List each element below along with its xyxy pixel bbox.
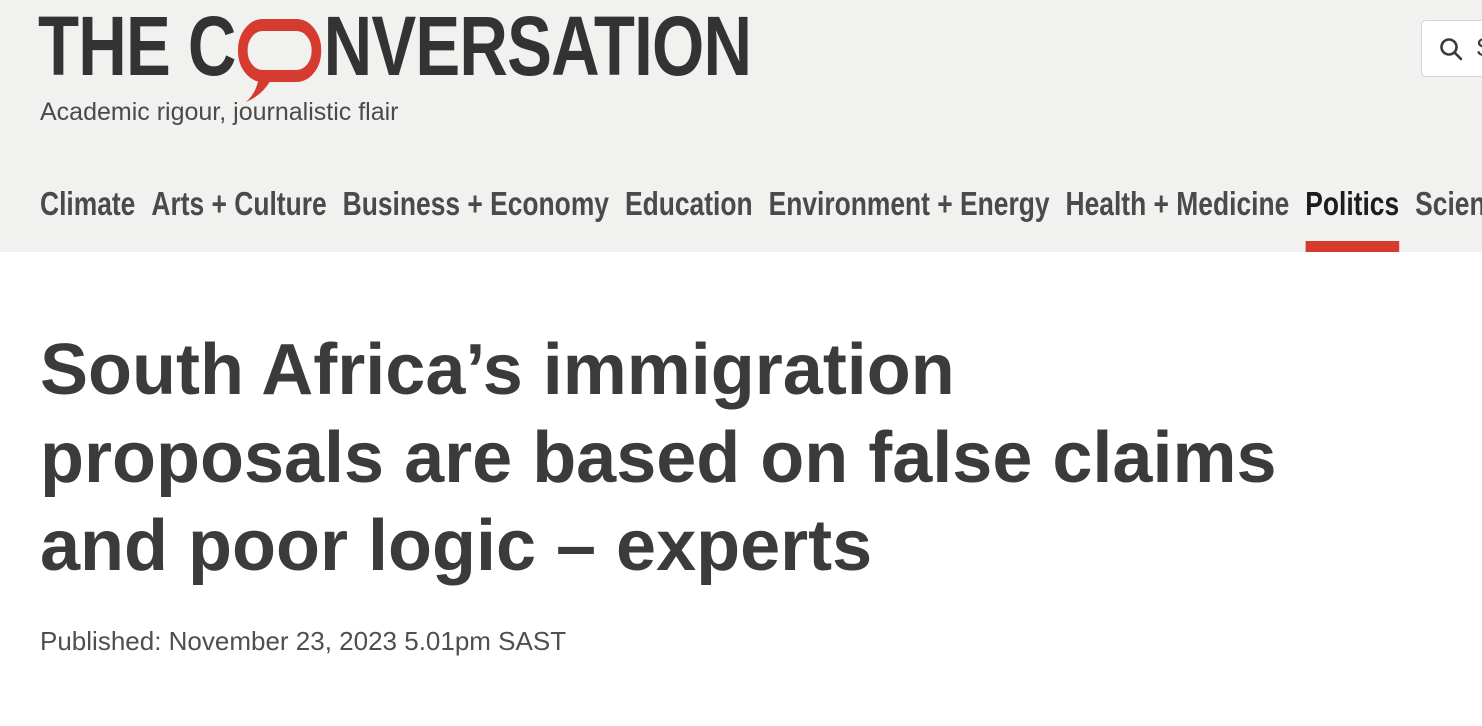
search-box[interactable]: Search bbox=[1421, 20, 1482, 77]
site-logo[interactable]: THE C NVERSATION bbox=[38, 0, 752, 102]
logo-text-prefix: THE C bbox=[38, 0, 236, 93]
tagline: Academic rigour, journalistic flair bbox=[40, 98, 399, 126]
search-icon bbox=[1440, 37, 1463, 60]
section-nav: Climate Arts + Culture Business + Econom… bbox=[40, 184, 1482, 252]
headline-line: South Africa’s immigration bbox=[40, 330, 955, 410]
nav-item-business-economy[interactable]: Business + Economy bbox=[342, 185, 609, 222]
search-label: Search bbox=[1476, 34, 1482, 63]
speech-bubble-icon bbox=[238, 19, 322, 102]
nav-item-arts-culture[interactable]: Arts + Culture bbox=[151, 185, 327, 222]
published-date: Published: November 23, 2023 5.01pm SAST bbox=[40, 626, 567, 656]
nav-item-science[interactable]: Science bbox=[1415, 185, 1482, 222]
logo-text-suffix: NVERSATION bbox=[323, 0, 752, 93]
headline-line: and poor logic – experts bbox=[40, 506, 873, 586]
article-headline: South Africa’s immigration proposals are… bbox=[40, 326, 1277, 590]
nav-item-education[interactable]: Education bbox=[624, 185, 753, 222]
nav-item-politics[interactable]: Politics bbox=[1305, 184, 1400, 252]
nav-item-climate[interactable]: Climate bbox=[40, 185, 136, 222]
nav-item-health-medicine[interactable]: Health + Medicine bbox=[1065, 185, 1290, 222]
header-band: THE C NVERSATION Academic rigour, journa… bbox=[0, 0, 1482, 252]
nav-item-environment-energy[interactable]: Environment + Energy bbox=[768, 185, 1050, 222]
headline-line: proposals are based on false claims bbox=[40, 418, 1277, 498]
